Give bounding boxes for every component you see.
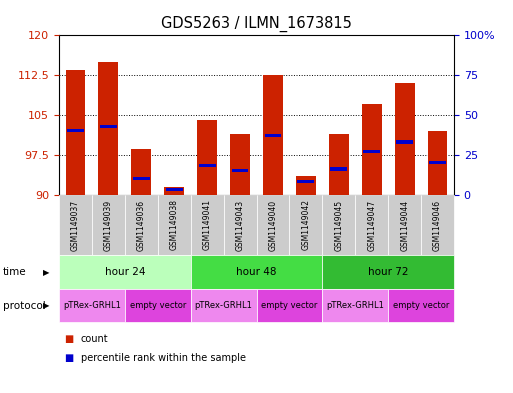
Bar (199, 164, 215, 167)
Bar (100, 125, 117, 128)
Text: ■: ■ (64, 353, 73, 363)
Bar (66, 70, 85, 195)
Bar (98, 62, 118, 195)
Bar (362, 105, 382, 195)
Text: pTRex-GRHL1: pTRex-GRHL1 (326, 301, 384, 310)
Text: GSM1149043: GSM1149043 (235, 199, 245, 251)
Bar (330, 167, 347, 171)
Bar (133, 177, 150, 180)
Text: count: count (81, 334, 108, 344)
Text: GDS5263 / ILMN_1673815: GDS5263 / ILMN_1673815 (161, 16, 352, 32)
Text: ■: ■ (64, 334, 73, 344)
Bar (263, 75, 283, 195)
Text: GSM1149040: GSM1149040 (268, 199, 278, 251)
Bar (296, 176, 315, 195)
Bar (428, 131, 447, 195)
Bar (429, 161, 446, 164)
Bar (131, 149, 151, 195)
Bar (329, 134, 349, 195)
Bar (164, 187, 184, 195)
Text: ▶: ▶ (43, 268, 49, 277)
Text: GSM1149047: GSM1149047 (367, 199, 376, 251)
Bar (396, 140, 413, 143)
Bar (363, 150, 380, 153)
Text: GSM1149045: GSM1149045 (334, 199, 343, 251)
Text: GSM1149036: GSM1149036 (137, 199, 146, 251)
Bar (67, 129, 84, 132)
Text: GSM1149037: GSM1149037 (71, 199, 80, 251)
Text: empty vector: empty vector (393, 301, 449, 310)
Bar (298, 180, 314, 184)
Bar (394, 83, 415, 195)
Text: protocol: protocol (3, 301, 45, 310)
Text: ▶: ▶ (43, 301, 49, 310)
Bar (232, 169, 248, 172)
Text: pTRex-GRHL1: pTRex-GRHL1 (194, 301, 252, 310)
Text: hour 48: hour 48 (236, 267, 277, 277)
Bar (197, 120, 217, 195)
Text: pTRex-GRHL1: pTRex-GRHL1 (63, 301, 121, 310)
Bar (166, 188, 183, 191)
Text: GSM1149042: GSM1149042 (301, 200, 310, 250)
Bar (265, 134, 281, 137)
Text: hour 24: hour 24 (105, 267, 145, 277)
Text: time: time (3, 267, 26, 277)
Text: GSM1149041: GSM1149041 (203, 200, 212, 250)
Text: GSM1149038: GSM1149038 (170, 200, 179, 250)
Text: empty vector: empty vector (261, 301, 318, 310)
Text: GSM1149046: GSM1149046 (433, 199, 442, 251)
Bar (230, 134, 250, 195)
Text: GSM1149044: GSM1149044 (400, 199, 409, 251)
Text: percentile rank within the sample: percentile rank within the sample (81, 353, 246, 363)
Text: empty vector: empty vector (130, 301, 186, 310)
Text: hour 72: hour 72 (368, 267, 408, 277)
Text: GSM1149039: GSM1149039 (104, 199, 113, 251)
